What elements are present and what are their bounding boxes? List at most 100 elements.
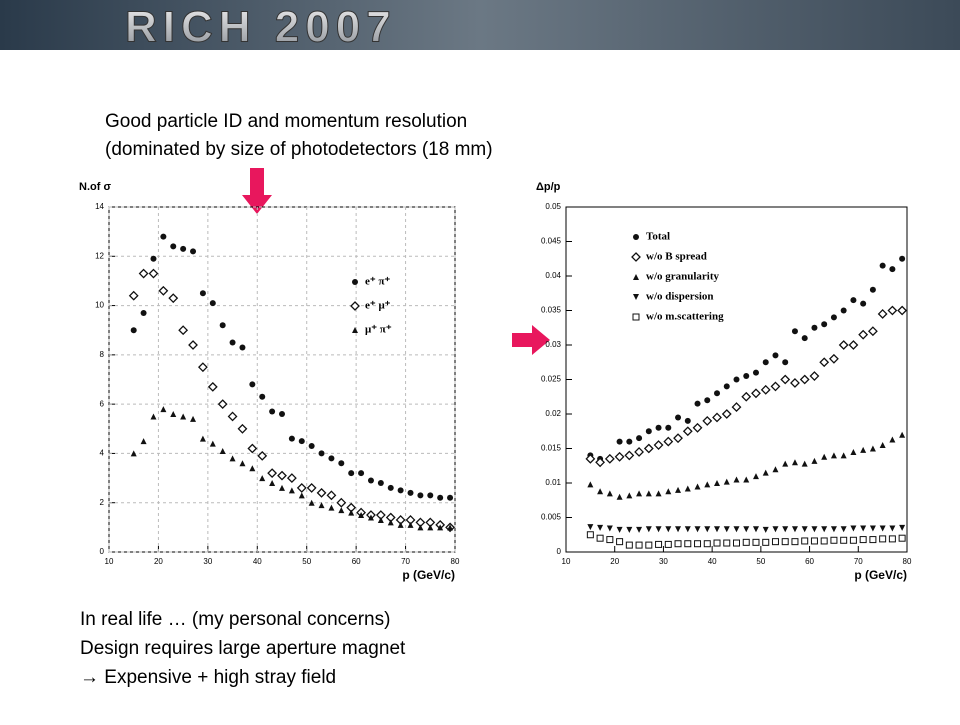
- point: [811, 324, 818, 331]
- point: [821, 321, 828, 328]
- point: [326, 490, 337, 501]
- point: [840, 526, 847, 533]
- point: [645, 541, 653, 549]
- point: [772, 352, 779, 359]
- y-axis-label: Δp/p: [536, 181, 561, 193]
- point: [879, 535, 887, 543]
- point: [762, 469, 769, 476]
- point: [168, 293, 179, 304]
- point: [741, 391, 752, 402]
- y-tick-label: 0.035: [541, 306, 562, 315]
- legend-marker: [632, 313, 640, 321]
- point: [821, 453, 828, 460]
- point: [752, 526, 759, 533]
- point: [269, 408, 276, 415]
- point: [704, 481, 711, 488]
- point: [869, 286, 876, 293]
- point: [704, 526, 711, 533]
- point: [158, 285, 169, 296]
- point: [733, 376, 740, 383]
- point: [267, 468, 278, 479]
- point: [148, 268, 159, 279]
- point: [427, 524, 434, 531]
- point: [801, 460, 808, 467]
- point: [296, 483, 307, 493]
- point: [328, 504, 335, 511]
- point: [180, 245, 187, 252]
- point: [160, 233, 167, 240]
- y-tick-label: 0.005: [541, 513, 562, 522]
- y-tick-label: 2: [100, 498, 105, 507]
- point: [723, 539, 731, 547]
- point: [377, 480, 384, 486]
- point: [860, 300, 867, 307]
- y-tick-label: 0.025: [541, 375, 562, 384]
- x-axis-label: p (GeV/c): [854, 568, 907, 582]
- point: [338, 460, 345, 467]
- point: [733, 476, 740, 483]
- intro-line: Good particle ID and momentum resolution: [105, 111, 467, 132]
- point: [625, 541, 633, 549]
- point: [848, 340, 859, 350]
- point: [675, 414, 682, 421]
- x-tick-label: 70: [401, 557, 410, 566]
- point: [770, 381, 781, 392]
- point: [782, 526, 789, 533]
- point: [286, 473, 297, 483]
- point: [889, 436, 896, 443]
- point: [860, 446, 867, 453]
- point: [614, 451, 625, 462]
- point: [229, 455, 236, 462]
- point: [269, 480, 276, 486]
- point: [259, 393, 266, 400]
- point: [140, 309, 147, 316]
- y-tick-label: 0.045: [541, 237, 562, 246]
- point: [316, 487, 327, 498]
- x-tick-label: 10: [562, 557, 571, 566]
- point: [655, 540, 663, 548]
- point: [860, 525, 867, 532]
- point: [417, 524, 424, 531]
- point: [318, 450, 325, 457]
- y-tick-label: 0.05: [545, 202, 561, 211]
- point: [447, 494, 454, 501]
- point: [190, 415, 197, 422]
- point: [288, 487, 295, 494]
- y-tick-label: 12: [95, 251, 104, 260]
- point: [703, 540, 711, 548]
- point: [889, 525, 896, 532]
- y-tick-label: 10: [95, 301, 104, 310]
- point: [810, 537, 818, 545]
- banner: [0, 0, 960, 50]
- point: [279, 484, 285, 491]
- point: [170, 243, 177, 250]
- point: [869, 525, 876, 532]
- legend-label: μ⁺ π⁺: [365, 324, 392, 336]
- x-tick-label: 10: [105, 557, 114, 566]
- point: [694, 400, 701, 407]
- point: [684, 540, 692, 548]
- point: [636, 526, 643, 533]
- point: [358, 512, 365, 519]
- point: [407, 521, 414, 528]
- legend-marker: [352, 327, 358, 333]
- point: [811, 457, 818, 464]
- point: [397, 521, 404, 528]
- point: [684, 485, 691, 492]
- legend-label: w/o m.scattering: [646, 311, 724, 323]
- point: [899, 255, 906, 262]
- point: [606, 525, 613, 532]
- point: [624, 450, 635, 461]
- arrow-right: [512, 325, 550, 355]
- point: [665, 526, 672, 533]
- point: [626, 492, 633, 499]
- point: [772, 466, 779, 473]
- note-line: → Expensive + high stray field: [80, 667, 336, 688]
- y-axis-label: N.of σ: [79, 181, 111, 193]
- point: [616, 438, 623, 445]
- point: [626, 438, 633, 445]
- point: [782, 359, 789, 366]
- x-tick-label: 20: [154, 557, 163, 566]
- point: [130, 450, 137, 457]
- point: [209, 300, 216, 307]
